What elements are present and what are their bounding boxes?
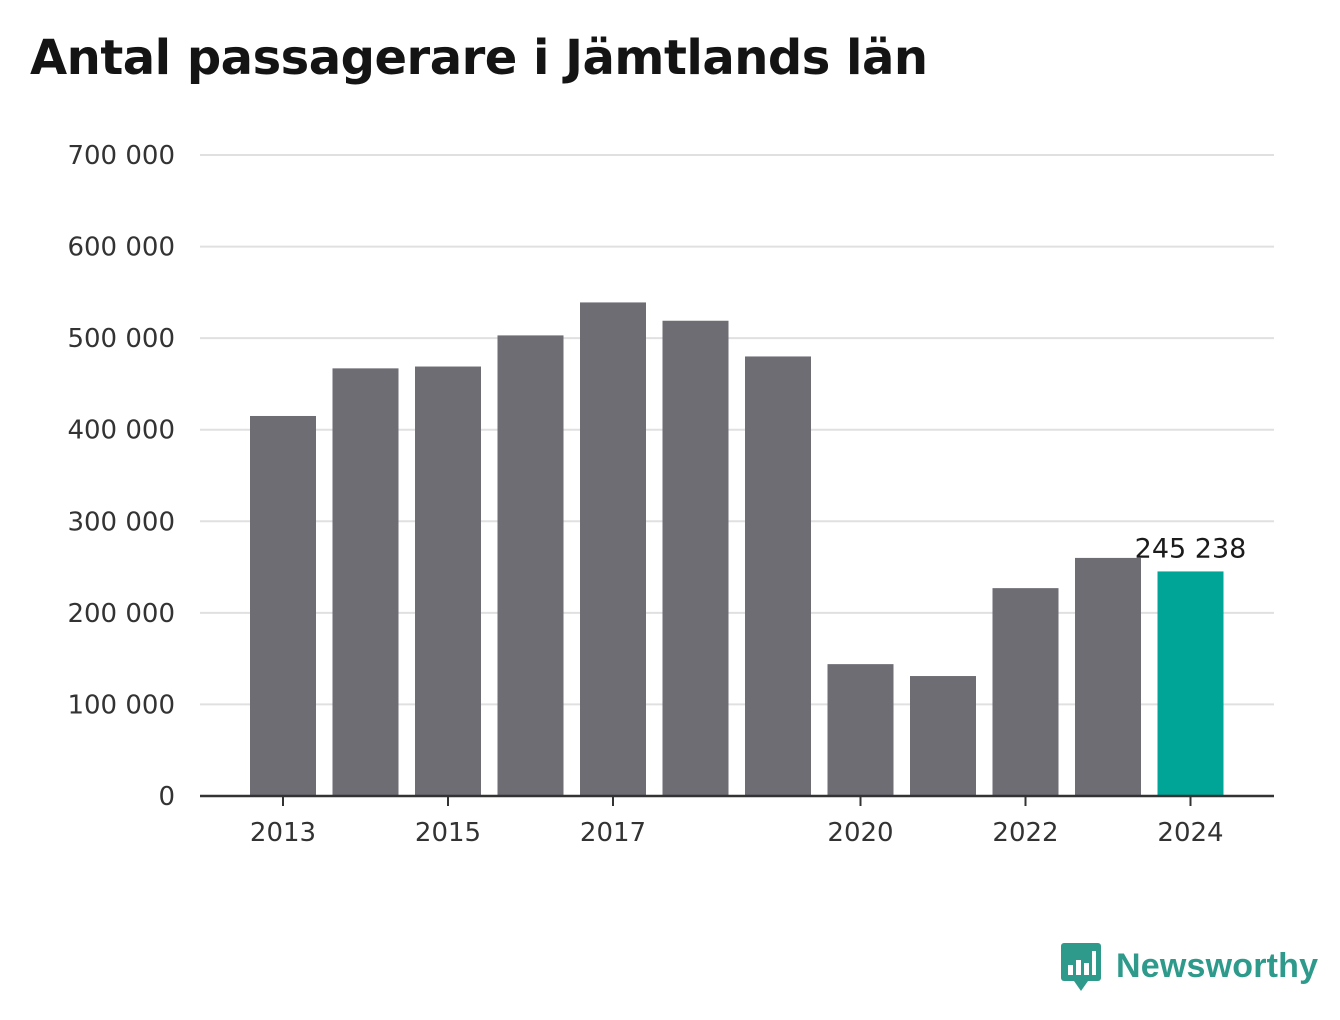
brand-name: Newsworthy xyxy=(1116,946,1319,985)
y-tick-label: 200 000 xyxy=(67,599,175,629)
bar-chart-speech-bubble-icon xyxy=(1061,943,1101,991)
bar-2017 xyxy=(580,302,646,796)
bar-2021 xyxy=(910,676,976,796)
newsworthy-logo: Newsworthy xyxy=(1060,938,1318,994)
x-tick-label: 2015 xyxy=(415,818,481,848)
y-tick-label: 500 000 xyxy=(67,324,175,354)
chart-title: Antal passagerare i Jämtlands län xyxy=(30,30,928,86)
bar-2018 xyxy=(662,320,729,796)
bar-2016 xyxy=(497,335,564,796)
bar-2019 xyxy=(745,356,811,796)
bars xyxy=(250,302,1224,796)
bar-2020 xyxy=(827,664,894,796)
bar-2024 xyxy=(1157,571,1224,796)
y-axis-ticks: 0 100 000 200 000 300 000 400 000 500 000 600 … xyxy=(67,141,175,812)
bar-2014 xyxy=(332,368,399,796)
bar-chart: 0 100 000 200 000 300 000 400 000 500 000 600 … xyxy=(67,141,1274,848)
bar-2013 xyxy=(250,415,316,796)
bar-2015 xyxy=(415,366,481,796)
y-tick-label: 400 000 xyxy=(67,416,175,446)
x-tick-label: 2020 xyxy=(827,818,893,848)
y-tick-label: 300 000 xyxy=(67,507,175,537)
x-tick-label: 2024 xyxy=(1157,818,1223,848)
y-tick-label: 600 000 xyxy=(67,233,175,263)
y-tick-label: 100 000 xyxy=(67,690,175,720)
bar-2022 xyxy=(992,588,1059,796)
bar-value-label: 245 238 xyxy=(1135,533,1247,564)
x-tick-label: 2017 xyxy=(580,818,646,848)
bar-2023 xyxy=(1075,557,1141,796)
x-tick-label: 2022 xyxy=(992,818,1058,848)
y-tick-label: 700 000 xyxy=(67,141,175,171)
x-axis-ticks: 2013 2015 2017 2020 2022 2024 xyxy=(250,796,1224,848)
data-labels: 245 238 xyxy=(1135,533,1247,564)
y-tick-label: 0 xyxy=(158,782,175,812)
x-tick-label: 2013 xyxy=(250,818,316,848)
